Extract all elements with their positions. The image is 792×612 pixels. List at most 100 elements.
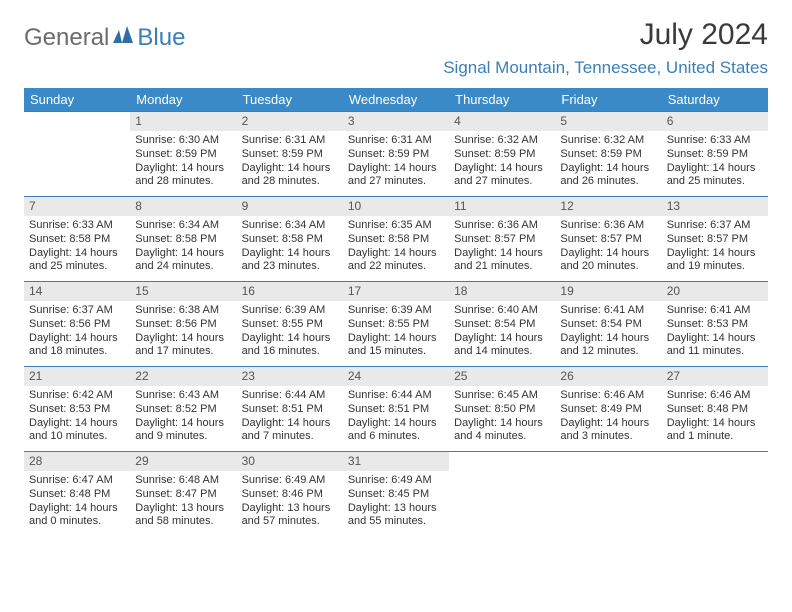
day-cell: 11Sunrise: 6:36 AMSunset: 8:57 PMDayligh… [449,197,555,281]
day-number: 4 [449,112,555,131]
week-row: .1Sunrise: 6:30 AMSunset: 8:59 PMDayligh… [24,111,768,196]
day-number: 2 [237,112,343,131]
sunrise-text: Sunrise: 6:41 AM [667,304,763,318]
daylight-text: Daylight: 14 hours and 26 minutes. [560,162,656,190]
day-body: Sunrise: 6:40 AMSunset: 8:54 PMDaylight:… [449,301,555,365]
sunset-text: Sunset: 8:59 PM [135,148,231,162]
sunrise-text: Sunrise: 6:41 AM [560,304,656,318]
day-number: 3 [343,112,449,131]
sunrise-text: Sunrise: 6:48 AM [135,474,231,488]
day-cell: 19Sunrise: 6:41 AMSunset: 8:54 PMDayligh… [555,282,661,366]
day-number: 20 [662,282,768,301]
day-body: Sunrise: 6:31 AMSunset: 8:59 PMDaylight:… [237,131,343,195]
daylight-text: Daylight: 14 hours and 17 minutes. [135,332,231,360]
sunset-text: Sunset: 8:59 PM [242,148,338,162]
sunrise-text: Sunrise: 6:42 AM [29,389,125,403]
day-number: 12 [555,197,661,216]
sunset-text: Sunset: 8:57 PM [454,233,550,247]
day-body: Sunrise: 6:35 AMSunset: 8:58 PMDaylight:… [343,216,449,280]
sunset-text: Sunset: 8:59 PM [560,148,656,162]
day-cell: 10Sunrise: 6:35 AMSunset: 8:58 PMDayligh… [343,197,449,281]
day-number: 22 [130,367,236,386]
sunrise-text: Sunrise: 6:49 AM [348,474,444,488]
dayname-thursday: Thursday [449,88,555,111]
sunrise-text: Sunrise: 6:36 AM [560,219,656,233]
sunset-text: Sunset: 8:58 PM [242,233,338,247]
daylight-text: Daylight: 14 hours and 27 minutes. [348,162,444,190]
sunrise-text: Sunrise: 6:31 AM [242,134,338,148]
day-number: 26 [555,367,661,386]
day-cell: 20Sunrise: 6:41 AMSunset: 8:53 PMDayligh… [662,282,768,366]
header: General Blue July 2024 Signal Mountain, … [24,18,768,78]
day-number: 27 [662,367,768,386]
week-row: 7Sunrise: 6:33 AMSunset: 8:58 PMDaylight… [24,196,768,281]
day-body: Sunrise: 6:48 AMSunset: 8:47 PMDaylight:… [130,471,236,535]
day-body: Sunrise: 6:37 AMSunset: 8:57 PMDaylight:… [662,216,768,280]
day-body: Sunrise: 6:43 AMSunset: 8:52 PMDaylight:… [130,386,236,450]
logo: General Blue [24,24,185,52]
sunset-text: Sunset: 8:47 PM [135,488,231,502]
dayname-monday: Monday [130,88,236,111]
sunrise-text: Sunrise: 6:46 AM [560,389,656,403]
day-cell: . [662,452,768,536]
day-number: 25 [449,367,555,386]
sunset-text: Sunset: 8:57 PM [667,233,763,247]
sunset-text: Sunset: 8:59 PM [348,148,444,162]
daylight-text: Daylight: 14 hours and 10 minutes. [29,417,125,445]
sunrise-text: Sunrise: 6:37 AM [29,304,125,318]
sunset-text: Sunset: 8:59 PM [667,148,763,162]
sunset-text: Sunset: 8:56 PM [29,318,125,332]
day-body: Sunrise: 6:39 AMSunset: 8:55 PMDaylight:… [343,301,449,365]
sunrise-text: Sunrise: 6:47 AM [29,474,125,488]
sunrise-text: Sunrise: 6:40 AM [454,304,550,318]
day-number: 16 [237,282,343,301]
day-cell: 23Sunrise: 6:44 AMSunset: 8:51 PMDayligh… [237,367,343,451]
day-cell: 3Sunrise: 6:31 AMSunset: 8:59 PMDaylight… [343,112,449,196]
daylight-text: Daylight: 14 hours and 15 minutes. [348,332,444,360]
sunrise-text: Sunrise: 6:36 AM [454,219,550,233]
logo-word2: Blue [137,24,185,52]
sunrise-text: Sunrise: 6:45 AM [454,389,550,403]
day-cell: 2Sunrise: 6:31 AMSunset: 8:59 PMDaylight… [237,112,343,196]
calendar: Sunday Monday Tuesday Wednesday Thursday… [24,88,768,536]
day-body: Sunrise: 6:30 AMSunset: 8:59 PMDaylight:… [130,131,236,195]
sunset-text: Sunset: 8:56 PM [135,318,231,332]
sunset-text: Sunset: 8:52 PM [135,403,231,417]
sunrise-text: Sunrise: 6:49 AM [242,474,338,488]
day-cell: 15Sunrise: 6:38 AMSunset: 8:56 PMDayligh… [130,282,236,366]
day-body: Sunrise: 6:31 AMSunset: 8:59 PMDaylight:… [343,131,449,195]
day-number: 9 [237,197,343,216]
daylight-text: Daylight: 14 hours and 28 minutes. [242,162,338,190]
daylight-text: Daylight: 14 hours and 27 minutes. [454,162,550,190]
day-cell: 17Sunrise: 6:39 AMSunset: 8:55 PMDayligh… [343,282,449,366]
day-cell: 28Sunrise: 6:47 AMSunset: 8:48 PMDayligh… [24,452,130,536]
sunset-text: Sunset: 8:48 PM [29,488,125,502]
day-number: 1 [130,112,236,131]
daylight-text: Daylight: 13 hours and 55 minutes. [348,502,444,530]
daylight-text: Daylight: 14 hours and 23 minutes. [242,247,338,275]
day-number: 14 [24,282,130,301]
daylight-text: Daylight: 14 hours and 12 minutes. [560,332,656,360]
sunrise-text: Sunrise: 6:46 AM [667,389,763,403]
sunset-text: Sunset: 8:55 PM [348,318,444,332]
day-number: 10 [343,197,449,216]
week-row: 14Sunrise: 6:37 AMSunset: 8:56 PMDayligh… [24,281,768,366]
sunrise-text: Sunrise: 6:32 AM [454,134,550,148]
day-cell: 18Sunrise: 6:40 AMSunset: 8:54 PMDayligh… [449,282,555,366]
daylight-text: Daylight: 14 hours and 25 minutes. [29,247,125,275]
day-cell: 21Sunrise: 6:42 AMSunset: 8:53 PMDayligh… [24,367,130,451]
day-number: 29 [130,452,236,471]
day-body: Sunrise: 6:36 AMSunset: 8:57 PMDaylight:… [555,216,661,280]
daylight-text: Daylight: 14 hours and 25 minutes. [667,162,763,190]
day-body: Sunrise: 6:34 AMSunset: 8:58 PMDaylight:… [130,216,236,280]
day-number: 8 [130,197,236,216]
day-body: Sunrise: 6:33 AMSunset: 8:58 PMDaylight:… [24,216,130,280]
day-cell: . [24,112,130,196]
dayname-friday: Friday [555,88,661,111]
day-body: Sunrise: 6:42 AMSunset: 8:53 PMDaylight:… [24,386,130,450]
day-body: Sunrise: 6:41 AMSunset: 8:53 PMDaylight:… [662,301,768,365]
sunset-text: Sunset: 8:58 PM [29,233,125,247]
sunrise-text: Sunrise: 6:38 AM [135,304,231,318]
logo-word1: General [24,24,109,52]
day-number: 21 [24,367,130,386]
